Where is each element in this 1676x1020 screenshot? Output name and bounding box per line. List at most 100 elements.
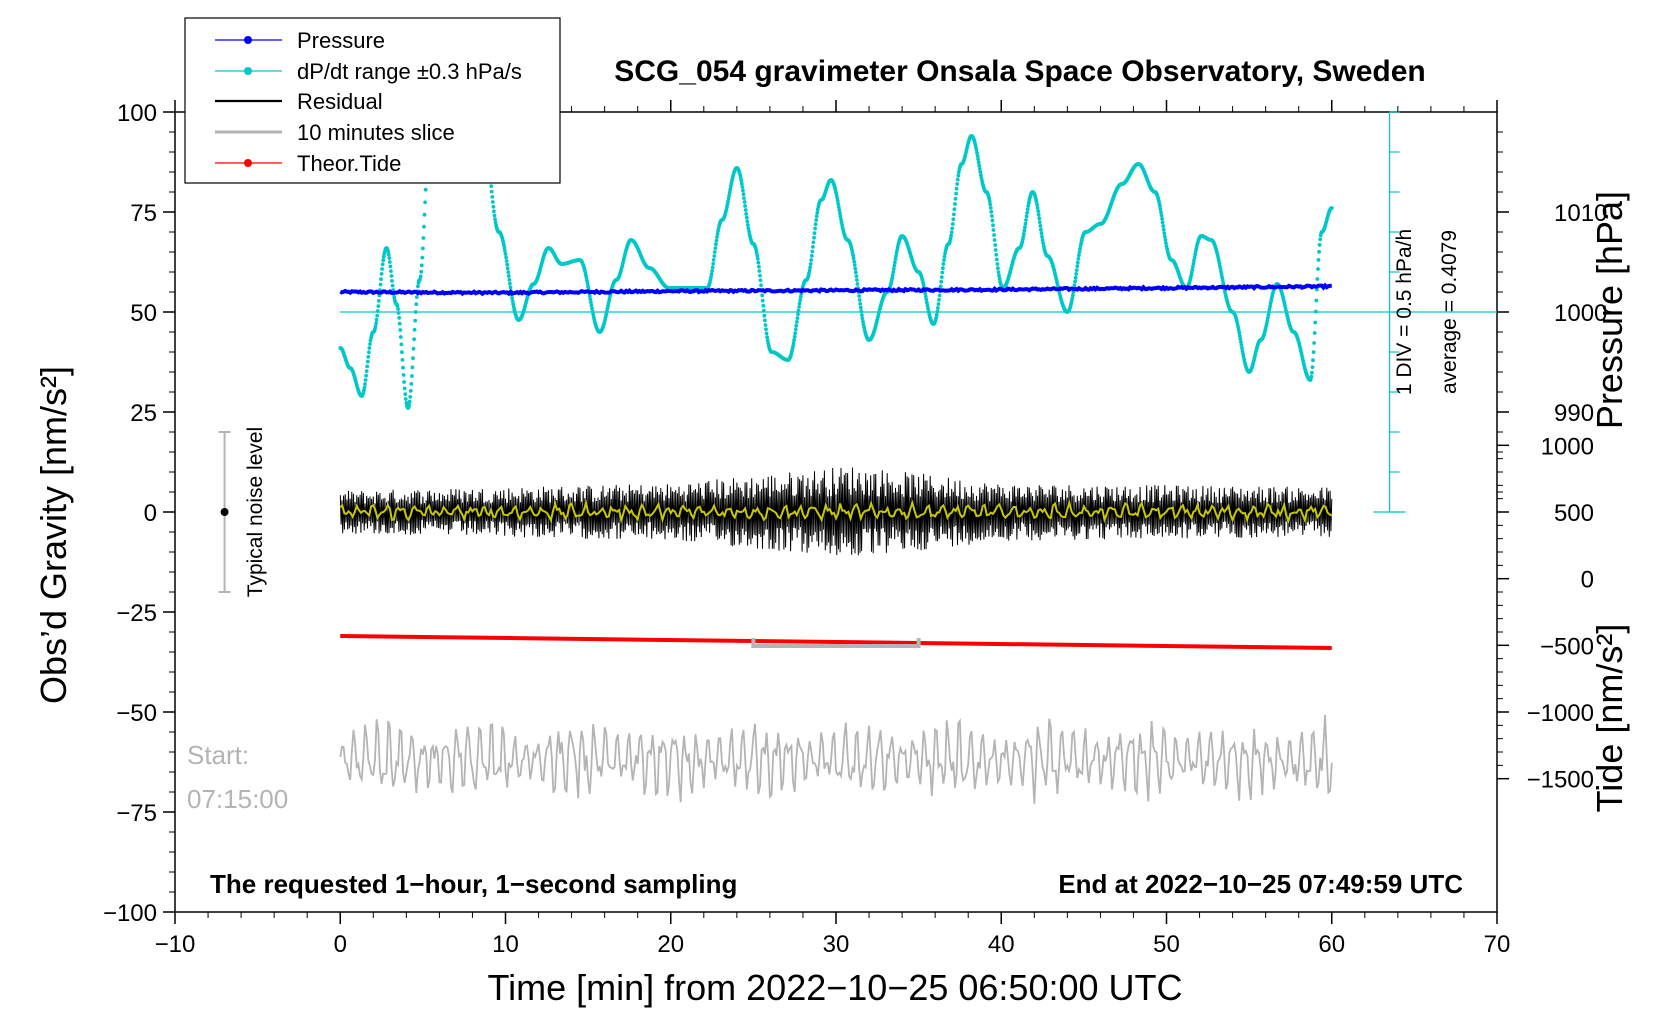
dpdt-point [952, 207, 957, 212]
y-tick-label: 50 [130, 300, 157, 327]
dpdt-point [941, 266, 945, 271]
dpdt-point [839, 217, 843, 222]
dpdt-point [739, 181, 744, 186]
dpdt-point [1266, 313, 1271, 317]
dpdt-point [858, 302, 863, 306]
dpdt-point [936, 302, 941, 306]
dpdt-point [791, 344, 795, 349]
dpdt-point [504, 255, 508, 260]
dpdt-point [1316, 267, 1320, 271]
dpdt-point [397, 321, 402, 326]
dpdt-point [1268, 304, 1272, 309]
dpdt-point [813, 222, 818, 227]
legend-item-dpdt: dP/dt range ±0.3 hPa/s [215, 59, 522, 84]
dpdt-point [585, 281, 590, 286]
dpdt-point [746, 223, 750, 227]
legend-label-slice: 10 minutes slice [297, 120, 455, 145]
dpdt-point [375, 313, 380, 318]
dpdt-point [791, 341, 796, 346]
dpdt-point [489, 184, 494, 189]
dpdt-point [950, 222, 955, 226]
dpdt-point [761, 303, 766, 308]
dpdt-point [1267, 307, 1272, 311]
dpdt-point [794, 323, 799, 328]
dpdt-point [755, 253, 760, 258]
dpdt-point [1313, 320, 1318, 325]
dpdt-point [795, 320, 799, 324]
legend-marker-pressure [244, 36, 252, 44]
dpdt-point [1317, 243, 1322, 247]
dpdt-point [951, 217, 956, 222]
dpdt-point [808, 262, 813, 266]
dpdt-point [400, 350, 404, 354]
dpdt-point [388, 264, 393, 269]
dpdt-point [403, 397, 408, 401]
dpdt-point [711, 261, 716, 266]
dpdt-point [585, 278, 589, 283]
dpdt-point [728, 187, 733, 192]
dpdt-point [489, 189, 494, 194]
dpdt-point [1039, 231, 1044, 236]
dpdt-point [934, 312, 939, 317]
dpdt-point [763, 323, 768, 327]
dpdt-point [745, 219, 750, 224]
dpdt-point [1041, 241, 1045, 246]
dpdt-point [396, 307, 400, 311]
dpdt-point [412, 337, 416, 342]
dpdt-point [758, 273, 762, 278]
dpdt-point [975, 154, 980, 158]
dpdt-point [1158, 207, 1163, 211]
dpdt-point [814, 214, 819, 219]
dpdt-point [362, 385, 367, 390]
dpdt-point [588, 297, 593, 301]
dpdt-point [399, 342, 404, 347]
dpdt-point [950, 226, 955, 231]
dpdt-point [1316, 258, 1321, 262]
dpdt-point [923, 294, 928, 299]
dpdt-point [814, 218, 819, 222]
legend-marker-tide [244, 159, 252, 167]
noise-level-label: Typical noise level [244, 427, 267, 597]
dpdt-point [1164, 241, 1168, 245]
dpdt-point [891, 267, 896, 271]
tide-axis-title: Tide [nm/s²] [1589, 624, 1630, 813]
dpdt-point [764, 331, 769, 336]
dpdt-point [994, 252, 999, 257]
pressure-tick-label: 990 [1554, 400, 1594, 427]
legend-item-slice: 10 minutes slice [215, 120, 455, 145]
dpdt-point [756, 260, 761, 265]
dpdt-point [1159, 213, 1164, 218]
dpdt-point [423, 187, 428, 192]
dpdt-point [890, 273, 895, 277]
dpdt-point [380, 267, 384, 271]
dpdt-point [1039, 227, 1043, 232]
dpdt-point [949, 233, 953, 238]
dpdt-point [1160, 217, 1164, 221]
dpdt-point [979, 173, 983, 178]
dpdt-point [813, 226, 817, 231]
dpdt-point [838, 214, 843, 219]
slice-bracket [751, 638, 921, 648]
dpdt-point [1220, 278, 1225, 283]
dpdt-point [401, 365, 405, 370]
dpdt-point [836, 205, 841, 209]
dpdt-point [1314, 298, 1319, 303]
dpdt-point [744, 215, 749, 220]
dpdt-point [1158, 204, 1162, 208]
dpdt-point [858, 305, 863, 310]
dpdt-point [793, 327, 798, 332]
dpdt-point [762, 313, 767, 318]
dpdt-point [797, 305, 801, 309]
dpdt-point [1240, 349, 1245, 354]
dpdt-point [1074, 268, 1079, 272]
dpdt-point [1034, 200, 1039, 204]
dpdt-point [1265, 318, 1270, 323]
legend: Pressure dP/dt range ±0.3 hPa/s Residual… [184, 17, 561, 184]
dpdt-point [408, 395, 413, 399]
dpdt-point [1312, 341, 1316, 345]
dpdt-point [1162, 231, 1167, 236]
dpdt-point [851, 253, 855, 258]
pressure-scale [340, 111, 1497, 513]
noise-bar [218, 431, 231, 593]
